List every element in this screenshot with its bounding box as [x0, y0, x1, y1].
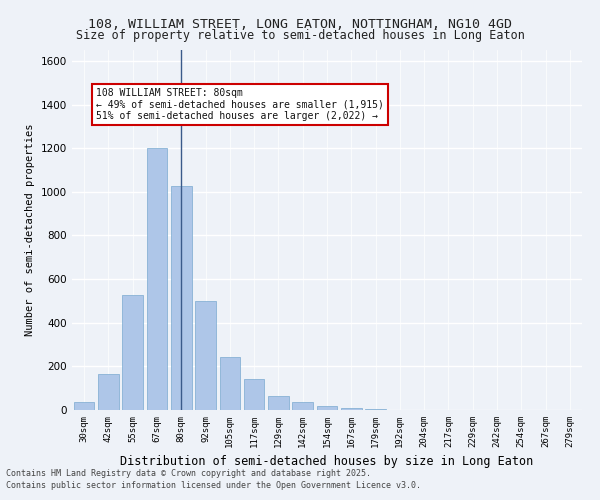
- Bar: [317, 406, 337, 410]
- X-axis label: Distribution of semi-detached houses by size in Long Eaton: Distribution of semi-detached houses by …: [121, 456, 533, 468]
- Bar: [220, 356, 240, 410]
- Bar: [146, 148, 167, 410]
- Bar: [292, 402, 313, 410]
- Bar: [341, 408, 362, 410]
- Text: Size of property relative to semi-detached houses in Long Eaton: Size of property relative to semi-detach…: [76, 29, 524, 42]
- Bar: [244, 380, 265, 410]
- Text: 108 WILLIAM STREET: 80sqm
← 49% of semi-detached houses are smaller (1,915)
51% : 108 WILLIAM STREET: 80sqm ← 49% of semi-…: [96, 88, 384, 122]
- Bar: [122, 296, 143, 410]
- Bar: [74, 402, 94, 410]
- Y-axis label: Number of semi-detached properties: Number of semi-detached properties: [25, 124, 35, 336]
- Bar: [171, 186, 191, 410]
- Bar: [98, 374, 119, 410]
- Text: Contains public sector information licensed under the Open Government Licence v3: Contains public sector information licen…: [6, 481, 421, 490]
- Text: 108, WILLIAM STREET, LONG EATON, NOTTINGHAM, NG10 4GD: 108, WILLIAM STREET, LONG EATON, NOTTING…: [88, 18, 512, 30]
- Bar: [195, 301, 216, 410]
- Bar: [268, 396, 289, 410]
- Text: Contains HM Land Registry data © Crown copyright and database right 2025.: Contains HM Land Registry data © Crown c…: [6, 468, 371, 477]
- Bar: [365, 409, 386, 410]
